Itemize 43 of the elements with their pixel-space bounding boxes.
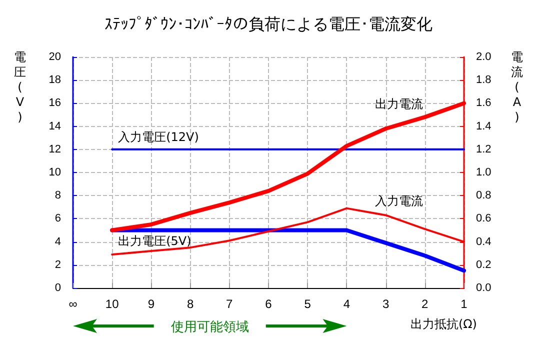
y-tick-label: 6: [54, 212, 61, 225]
y2-tick-label: 1.4: [476, 120, 492, 132]
y2-tick-label: 2.0: [476, 51, 492, 63]
x-axis-title: 出力抵抗(Ω): [410, 316, 477, 333]
y-tick-label: 0: [54, 282, 61, 294]
x-tick-label: 7: [226, 297, 234, 311]
y-tick-label: 18: [48, 74, 61, 86]
y-axis-title: 電圧(V): [13, 50, 27, 125]
x-tick-label: 1: [460, 297, 468, 311]
y-tick-label: 20: [48, 51, 61, 63]
y2-tick-label: 1.8: [476, 74, 492, 86]
y-tick-label: 2: [54, 258, 61, 271]
x-tick-label: 3: [382, 297, 390, 311]
x-tick-label: 6: [265, 297, 272, 311]
line-series: [110, 228, 466, 273]
y-tick-label: 14: [48, 120, 61, 132]
x-tick-label: 10: [105, 297, 120, 311]
series-label: 出力電流: [374, 96, 423, 113]
series-label: 入力電圧(12V): [118, 129, 199, 146]
y2-tick-label: 1.6: [476, 97, 492, 110]
y2-tick-label: 0.4: [476, 236, 492, 248]
y-tick-label: 16: [48, 97, 61, 110]
y2-tick-label: 0.0: [476, 282, 492, 294]
x-tick-label: 8: [186, 297, 194, 311]
y-tick-label: 12: [48, 143, 61, 156]
x-tick-label: 2: [422, 297, 429, 311]
text: 使用可能領域: [170, 319, 249, 336]
chart-title: ｽﾃｯﾌﾟﾀﾞｳﾝ･ｺﾝﾊﾞｰﾀの負荷による電圧･電流変化: [104, 16, 432, 34]
y2-tick-label: 0.8: [476, 190, 492, 202]
y2-tick-label: 0.2: [476, 258, 492, 271]
y-tick-label: 10: [48, 166, 61, 178]
y2-tick-label: 1.0: [476, 166, 492, 178]
x-tick-label: 5: [304, 297, 312, 311]
y-tick-label: 4: [54, 236, 61, 248]
y2-axis-title: 電流(A): [510, 50, 524, 125]
series-label: 入力電流: [374, 193, 423, 210]
series-label: 出力電圧(5V): [118, 233, 192, 250]
x-tick-label: 9: [148, 297, 155, 311]
y-tick-label: 8: [54, 190, 61, 202]
x-tick-label: 4: [343, 297, 350, 311]
x-tick-label: ∞: [68, 297, 78, 311]
y2-tick-label: 0.6: [476, 212, 492, 225]
y2-tick-label: 1.2: [476, 143, 492, 156]
